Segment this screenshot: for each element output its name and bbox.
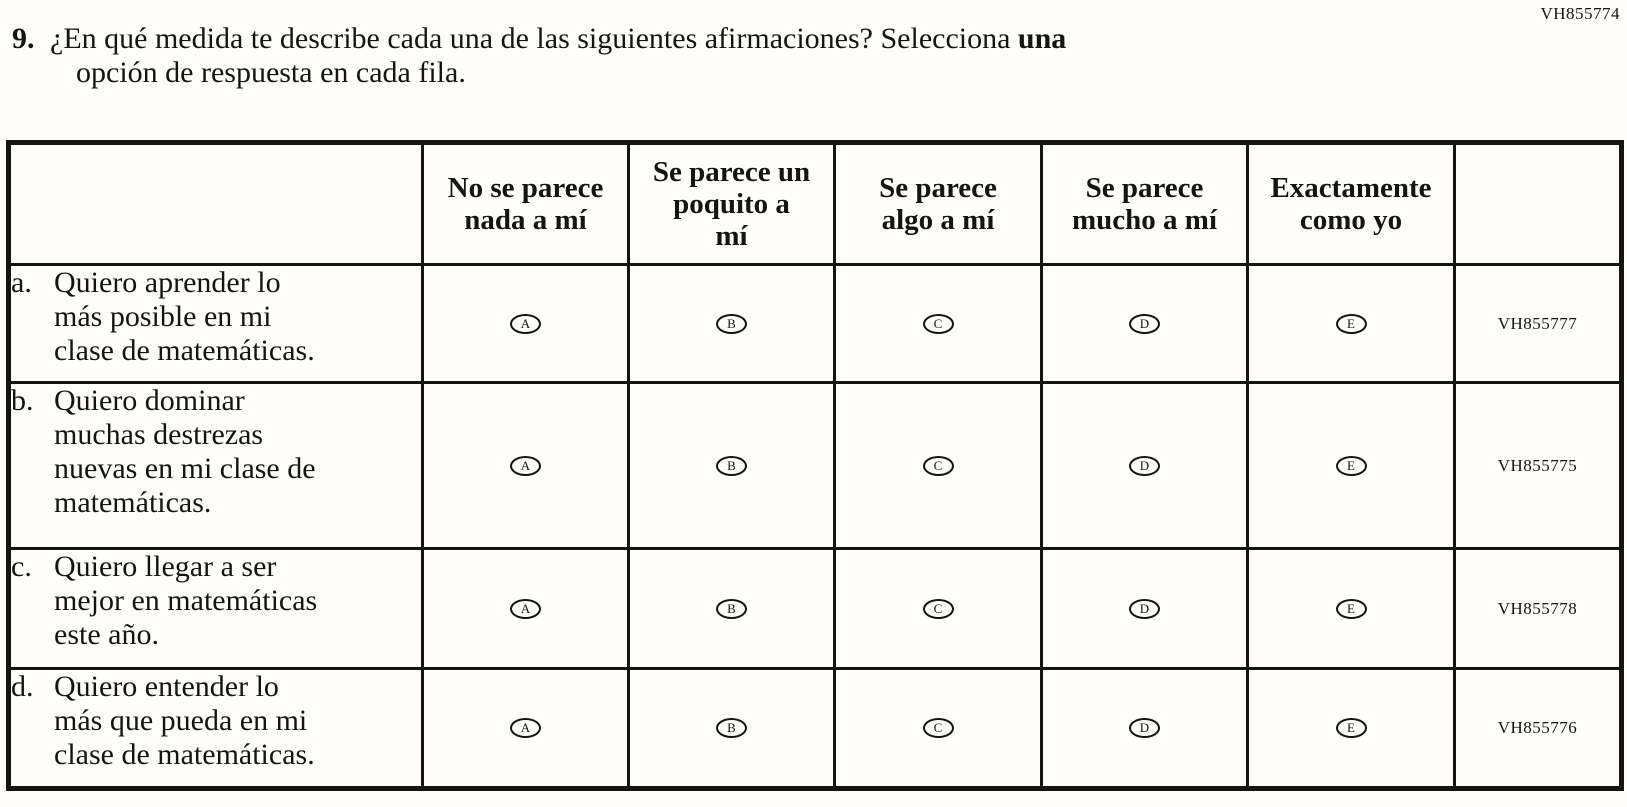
column-header-exactamente-como-yo: Exactamente como yo: [1246, 141, 1456, 266]
option-cell: D: [1040, 547, 1249, 670]
table-row-c: c. Quiero llegar a ser mejor en matemáti…: [7, 547, 1623, 670]
option-cell: E: [1246, 547, 1456, 670]
question-line1-regular: ¿En qué medida te describe cada una de l…: [50, 22, 1011, 55]
option-cell: B: [627, 667, 836, 790]
statement-text-d: Quiero entender lo más que pueda en mi c…: [54, 670, 315, 771]
question-line1: ¿En qué medida te describe cada una de l…: [50, 22, 1066, 56]
row-a-option-bubble-E[interactable]: E: [1335, 313, 1367, 334]
page-accession-code: VH855774: [1540, 4, 1620, 23]
item-code-a: VH855777: [1453, 263, 1623, 384]
row-c-option-bubble-D[interactable]: D: [1129, 598, 1160, 619]
option-cell: D: [1040, 381, 1249, 550]
row-b-option-bubble-B[interactable]: B: [716, 455, 747, 476]
option-cell: C: [833, 381, 1043, 550]
row-c-option-bubble-E[interactable]: E: [1335, 598, 1367, 619]
option-cell: B: [627, 263, 836, 384]
row-letter-d: d.: [11, 670, 34, 703]
row-b-option-bubble-D[interactable]: D: [1129, 455, 1160, 476]
statement-column-header-empty: [7, 141, 424, 266]
statement-cell-a: a. Quiero aprender lo más posible en mi …: [7, 263, 424, 384]
option-cell: A: [421, 263, 630, 384]
question-number: 9.: [12, 22, 35, 55]
column-header-se-parece-mucho: Se parece mucho a mí: [1040, 141, 1249, 266]
response-matrix-table: No se parece nada a mí Se parece un poqu…: [6, 140, 1624, 791]
row-letter-c: c.: [11, 550, 32, 583]
row-b-option-bubble-C[interactable]: C: [922, 455, 954, 476]
table-row-d: d. Quiero entender lo más que pueda en m…: [7, 667, 1623, 790]
row-b-option-bubble-A[interactable]: A: [510, 455, 541, 476]
row-a-option-bubble-B[interactable]: B: [716, 313, 747, 334]
row-d-option-bubble-A[interactable]: A: [510, 718, 541, 738]
question-line1-bold: una: [1017, 22, 1067, 55]
statement-cell-b: b. Quiero dominar muchas destrezas nueva…: [7, 381, 424, 550]
option-cell: C: [833, 263, 1043, 384]
row-c-option-bubble-C[interactable]: C: [922, 598, 954, 619]
option-cell: D: [1040, 667, 1249, 790]
option-cell: C: [833, 667, 1043, 790]
row-d-option-bubble-D[interactable]: D: [1129, 718, 1160, 738]
option-cell: D: [1040, 263, 1249, 384]
row-a-option-bubble-D[interactable]: D: [1129, 313, 1160, 334]
column-header-se-parece-un-poquito: Se parece un poquito a mí: [627, 141, 836, 266]
statement-text-c: Quiero llegar a ser mejor en matemáticas…: [54, 550, 318, 651]
item-code-c: VH855778: [1453, 547, 1623, 670]
statement-text-b: Quiero dominar muchas destrezas nuevas e…: [54, 384, 316, 519]
table-row-b: b. Quiero dominar muchas destrezas nueva…: [7, 381, 1623, 550]
item-code-d: VH855776: [1453, 667, 1623, 790]
row-c-option-bubble-A[interactable]: A: [510, 598, 541, 619]
statement-cell-c: c. Quiero llegar a ser mejor en matemáti…: [7, 547, 424, 670]
option-cell: B: [627, 381, 836, 550]
column-header-no-se-parece-nada: No se parece nada a mí: [421, 141, 630, 266]
table-row-a: a. Quiero aprender lo más posible en mi …: [7, 263, 1623, 384]
row-letter-b: b.: [11, 384, 34, 417]
item-code-b: VH855775: [1453, 381, 1623, 550]
code-column-header-empty: [1453, 141, 1623, 266]
option-cell: A: [421, 667, 630, 790]
row-d-option-bubble-C[interactable]: C: [922, 718, 954, 738]
row-letter-a: a.: [11, 266, 32, 299]
question-block: 9. ¿En qué medida te describe cada una d…: [12, 22, 1066, 90]
option-cell: B: [627, 547, 836, 670]
option-cell: A: [421, 547, 630, 670]
question-line2: opción de respuesta en cada fila.: [76, 56, 466, 89]
option-cell: C: [833, 547, 1043, 670]
column-header-se-parece-algo: Se parece algo a mí: [833, 141, 1043, 266]
question-text: ¿En qué medida te describe cada una de l…: [50, 22, 1066, 90]
statement-text-a: Quiero aprender lo más posible en mi cla…: [54, 266, 315, 367]
option-cell: A: [421, 381, 630, 550]
option-cell: E: [1246, 381, 1456, 550]
row-b-option-bubble-E[interactable]: E: [1335, 455, 1367, 476]
row-a-option-bubble-A[interactable]: A: [510, 313, 541, 334]
row-c-option-bubble-B[interactable]: B: [716, 598, 747, 619]
header-row: No se parece nada a mí Se parece un poqu…: [7, 141, 1623, 266]
option-cell: E: [1246, 667, 1456, 790]
row-d-option-bubble-E[interactable]: E: [1335, 718, 1367, 738]
option-cell: E: [1246, 263, 1456, 384]
row-a-option-bubble-C[interactable]: C: [922, 313, 954, 334]
statement-cell-d: d. Quiero entender lo más que pueda en m…: [7, 667, 424, 790]
row-d-option-bubble-B[interactable]: B: [716, 718, 747, 738]
